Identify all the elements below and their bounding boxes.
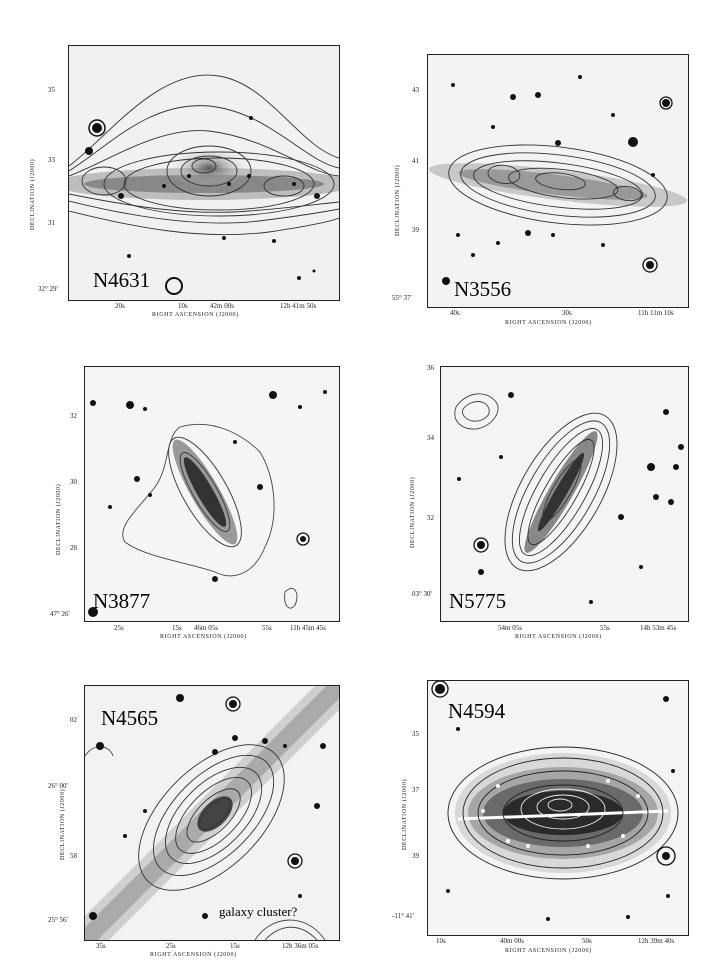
xtick: 50s	[582, 937, 592, 945]
xtick: 42m 00s	[210, 302, 234, 310]
ytick: 55° 37'	[392, 294, 412, 302]
y-axis-label: DECLINATION (J2000)	[402, 778, 408, 850]
annotation: galaxy cluster?	[219, 904, 298, 919]
galaxy-name: N4565	[101, 706, 159, 730]
n4594-image	[428, 681, 688, 935]
galaxy-name: N3877	[93, 589, 151, 613]
xtick: 12h 39m 40s	[638, 937, 675, 945]
galaxy-name: N3556	[454, 277, 512, 301]
panel-n4631: N4631	[68, 45, 340, 301]
y-axis-label: DECLINATION (J2000)	[410, 476, 416, 548]
xtick: 55s	[600, 624, 610, 632]
ytick: 43	[412, 86, 419, 94]
xtick: 12h 36m 05s	[282, 942, 319, 950]
x-axis-label: RIGHT ASCENSION (J2000)	[152, 312, 239, 318]
galaxy-name: N5775	[449, 589, 507, 613]
y-axis-label: DECLINATION (J2000)	[56, 483, 62, 555]
xtick: 40m 00s	[500, 937, 524, 945]
x-axis-label: RIGHT ASCENSION (J2000)	[150, 952, 237, 958]
y-axis-label: DECLINATION (J2000)	[395, 164, 401, 236]
ytick: 58	[70, 852, 77, 860]
ytick: 41	[412, 157, 419, 165]
ytick: 33	[48, 156, 55, 164]
ytick: 47° 26'	[50, 610, 70, 618]
ytick: 35	[48, 86, 55, 94]
panel-n4594: N4594	[427, 680, 689, 936]
xtick: 14h 53m 45s	[640, 624, 677, 632]
n3877-image	[85, 367, 339, 621]
n4631-image	[69, 46, 339, 300]
ytick: 03° 30'	[412, 590, 432, 598]
ytick: -11° 41'	[392, 912, 414, 920]
xtick: 35s	[96, 942, 106, 950]
ytick: 32° 29'	[38, 285, 58, 293]
panel-n3877: N3877	[84, 366, 340, 622]
n4565-image	[85, 686, 339, 940]
xtick: 40s	[450, 309, 460, 317]
ytick: 31	[48, 219, 55, 227]
ytick: 32	[70, 412, 77, 420]
ytick: 35	[412, 730, 419, 738]
ytick: 39	[412, 226, 419, 234]
xtick: 25s	[114, 624, 124, 632]
ytick: 37	[412, 786, 419, 794]
ytick: 25° 56'	[48, 916, 68, 924]
ytick: 30	[70, 478, 77, 486]
galaxy-name: N4631	[93, 268, 151, 292]
y-axis-label: DECLINATION (J2000)	[30, 158, 36, 230]
galaxy-name: N4594	[448, 699, 506, 723]
ytick: 28	[70, 544, 77, 552]
xtick: 15s	[230, 942, 240, 950]
ytick: 36	[427, 364, 434, 372]
xtick: 30s	[562, 309, 572, 317]
xtick: 10s	[436, 937, 446, 945]
panel-n5775: N5775	[440, 366, 689, 622]
ytick: 34	[427, 434, 434, 442]
xtick: 15s	[172, 624, 182, 632]
xtick: 10s	[178, 302, 188, 310]
xtick: 11h 11m 10s	[638, 309, 674, 317]
xtick: 11h 45m 45s	[290, 624, 326, 632]
n3556-image	[428, 55, 688, 307]
ytick: 02	[70, 716, 77, 724]
x-axis-label: RIGHT ASCENSION (J2000)	[515, 634, 602, 640]
x-axis-label: RIGHT ASCENSION (J2000)	[505, 948, 592, 954]
ytick: 26° 00'	[48, 782, 68, 790]
panel-n4565: N4565 galaxy cluster?	[84, 685, 340, 941]
xtick: 25s	[166, 942, 176, 950]
ytick: 32	[427, 514, 434, 522]
xtick: 46m 05s	[194, 624, 218, 632]
xtick: 20s	[115, 302, 125, 310]
x-axis-label: RIGHT ASCENSION (J2000)	[505, 320, 592, 326]
panel-n3556: N3556	[427, 54, 689, 308]
y-axis-label: DECLINATION (J2000)	[60, 788, 66, 860]
n5775-image	[441, 367, 688, 621]
ytick: 39	[412, 852, 419, 860]
x-axis-label: RIGHT ASCENSION (J2000)	[160, 634, 247, 640]
xtick: 12h 41m 50s	[280, 302, 317, 310]
xtick: 54m 05s	[498, 624, 522, 632]
xtick: 55s	[262, 624, 272, 632]
